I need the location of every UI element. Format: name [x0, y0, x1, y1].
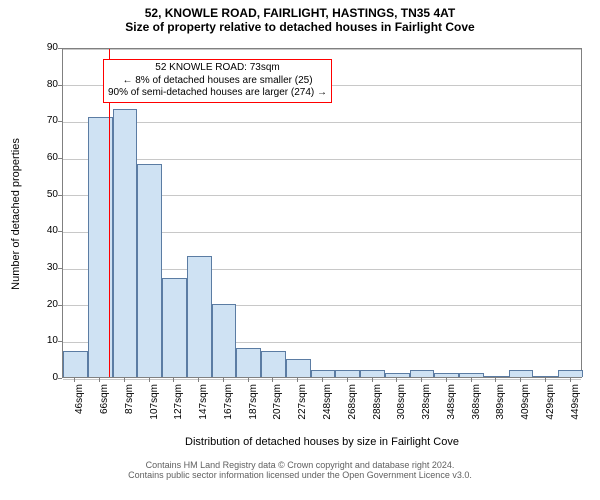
x-tick-label: 187sqm — [248, 384, 259, 434]
annotation-line: 52 KNOWLE ROAD: 73sqm — [108, 62, 327, 75]
bar — [459, 373, 484, 377]
annotation-box: 52 KNOWLE ROAD: 73sqm← 8% of detached ho… — [103, 59, 332, 103]
bar — [360, 370, 385, 377]
y-tick — [58, 231, 62, 232]
x-axis-label: Distribution of detached houses by size … — [62, 436, 582, 448]
gridline — [63, 122, 581, 123]
bar — [162, 278, 187, 377]
y-tick-label: 70 — [30, 115, 58, 126]
x-tick — [520, 378, 521, 382]
x-tick — [471, 378, 472, 382]
y-tick — [58, 85, 62, 86]
bar — [311, 370, 336, 377]
y-tick-label: 60 — [30, 152, 58, 163]
x-tick — [99, 378, 100, 382]
annotation-line: ← 8% of detached houses are smaller (25) — [108, 75, 327, 88]
x-tick — [347, 378, 348, 382]
x-tick-label: 46sqm — [74, 384, 85, 434]
x-tick-label: 207sqm — [272, 384, 283, 434]
x-tick — [272, 378, 273, 382]
x-tick — [372, 378, 373, 382]
x-tick — [74, 378, 75, 382]
x-tick-label: 288sqm — [372, 384, 383, 434]
x-tick — [124, 378, 125, 382]
bar — [212, 304, 237, 377]
bar — [63, 351, 88, 377]
x-tick — [149, 378, 150, 382]
x-tick-label: 227sqm — [297, 384, 308, 434]
x-tick-label: 328sqm — [421, 384, 432, 434]
bar — [509, 370, 534, 377]
bar — [533, 376, 558, 377]
bar — [484, 376, 509, 377]
x-tick — [297, 378, 298, 382]
y-tick-label: 30 — [30, 262, 58, 273]
y-tick-label: 80 — [30, 79, 58, 90]
x-tick-label: 107sqm — [149, 384, 160, 434]
x-tick — [322, 378, 323, 382]
y-tick-label: 10 — [30, 335, 58, 346]
y-tick-label: 50 — [30, 189, 58, 200]
footer: Contains HM Land Registry data © Crown c… — [0, 460, 600, 480]
footer-line1: Contains HM Land Registry data © Crown c… — [0, 460, 600, 470]
y-tick — [58, 48, 62, 49]
x-tick — [421, 378, 422, 382]
bar — [410, 370, 435, 377]
y-tick — [58, 305, 62, 306]
x-tick — [545, 378, 546, 382]
y-tick — [58, 158, 62, 159]
chart-title-block: 52, KNOWLE ROAD, FAIRLIGHT, HASTINGS, TN… — [0, 6, 600, 34]
x-tick — [198, 378, 199, 382]
bar — [558, 370, 583, 377]
annotation-line: 90% of semi-detached houses are larger (… — [108, 87, 327, 100]
chart-title-line1: 52, KNOWLE ROAD, FAIRLIGHT, HASTINGS, TN… — [0, 6, 600, 20]
x-tick-label: 409sqm — [520, 384, 531, 434]
x-tick-label: 167sqm — [223, 384, 234, 434]
y-tick-label: 20 — [30, 299, 58, 310]
bar — [187, 256, 212, 377]
x-tick-label: 248sqm — [322, 384, 333, 434]
x-tick-label: 87sqm — [124, 384, 135, 434]
x-tick-label: 389sqm — [495, 384, 506, 434]
bar — [113, 109, 138, 377]
gridline — [63, 49, 581, 50]
y-tick-label: 0 — [30, 372, 58, 383]
bar — [434, 373, 459, 377]
footer-line2: Contains public sector information licen… — [0, 470, 600, 480]
x-tick-label: 449sqm — [570, 384, 581, 434]
bar — [236, 348, 261, 377]
y-tick — [58, 341, 62, 342]
bar — [137, 164, 162, 377]
y-tick-label: 90 — [30, 42, 58, 53]
y-tick-label: 40 — [30, 225, 58, 236]
bar — [335, 370, 360, 377]
y-tick — [58, 268, 62, 269]
x-tick-label: 308sqm — [396, 384, 407, 434]
gridline — [63, 159, 581, 160]
x-tick — [570, 378, 571, 382]
x-tick-label: 66sqm — [99, 384, 110, 434]
plot-area: 52 KNOWLE ROAD: 73sqm← 8% of detached ho… — [62, 48, 582, 378]
y-tick — [58, 121, 62, 122]
y-tick — [58, 378, 62, 379]
y-axis-label: Number of detached properties — [10, 49, 22, 379]
x-tick — [173, 378, 174, 382]
bar — [261, 351, 286, 377]
x-tick-label: 368sqm — [471, 384, 482, 434]
y-tick — [58, 195, 62, 196]
chart-title-line2: Size of property relative to detached ho… — [0, 20, 600, 34]
x-tick — [223, 378, 224, 382]
x-tick-label: 127sqm — [173, 384, 184, 434]
x-tick-label: 429sqm — [545, 384, 556, 434]
x-tick — [495, 378, 496, 382]
bar — [286, 359, 311, 377]
bar — [385, 373, 410, 377]
x-tick — [446, 378, 447, 382]
x-tick-label: 147sqm — [198, 384, 209, 434]
x-tick-label: 348sqm — [446, 384, 457, 434]
x-tick — [248, 378, 249, 382]
x-tick — [396, 378, 397, 382]
x-tick-label: 268sqm — [347, 384, 358, 434]
